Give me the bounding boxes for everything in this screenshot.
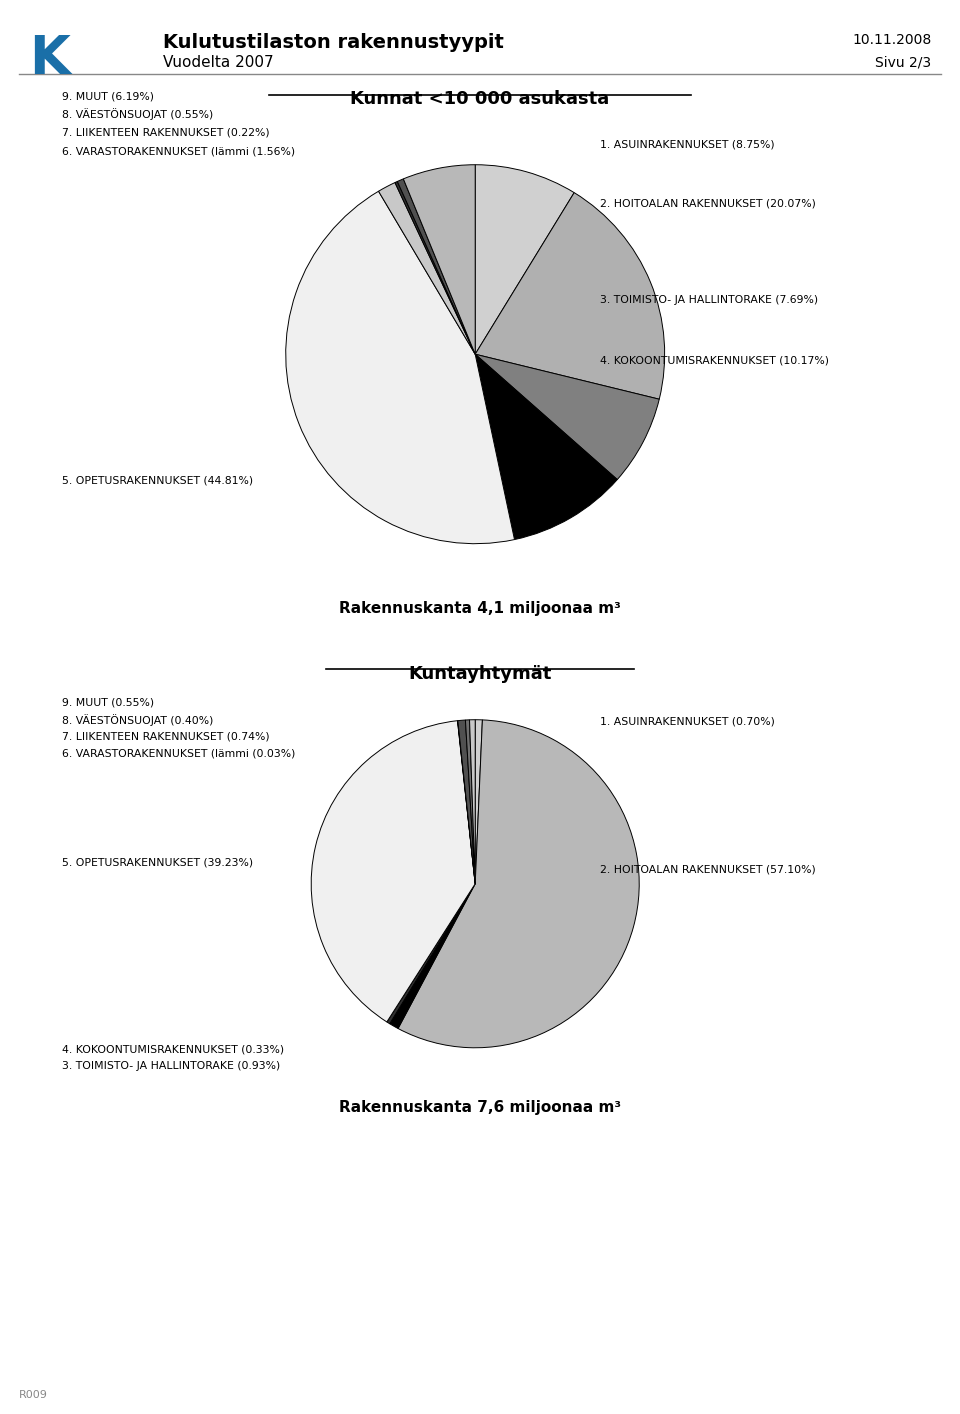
Text: K: K — [29, 33, 70, 85]
Text: Kulutustilaston rakennustyypit: Kulutustilaston rakennustyypit — [163, 33, 504, 51]
Text: 8. VÄESTÖNSUOJAT (0.55%): 8. VÄESTÖNSUOJAT (0.55%) — [62, 109, 214, 120]
Text: 1. ASUINRAKENNUKSET (8.75%): 1. ASUINRAKENNUKSET (8.75%) — [600, 139, 775, 150]
Wedge shape — [458, 720, 475, 884]
Wedge shape — [475, 354, 617, 540]
Wedge shape — [469, 720, 475, 884]
Wedge shape — [458, 721, 475, 884]
Text: Kunnat <10 000 asukasta: Kunnat <10 000 asukasta — [350, 90, 610, 109]
Text: 4. KOKOONTUMISRAKENNUKSET (0.33%): 4. KOKOONTUMISRAKENNUKSET (0.33%) — [62, 1044, 284, 1055]
Text: 1. ASUINRAKENNUKSET (0.70%): 1. ASUINRAKENNUKSET (0.70%) — [600, 715, 775, 727]
Wedge shape — [403, 164, 475, 354]
Wedge shape — [390, 884, 475, 1028]
Text: R009: R009 — [19, 1390, 48, 1400]
Text: Kuntayhtymät: Kuntayhtymät — [408, 665, 552, 683]
Text: 3. TOIMISTO- JA HALLINTORAKE (7.69%): 3. TOIMISTO- JA HALLINTORAKE (7.69%) — [600, 294, 818, 305]
Wedge shape — [475, 164, 574, 354]
Text: Vuodelta 2007: Vuodelta 2007 — [163, 55, 274, 71]
Text: 10.11.2008: 10.11.2008 — [852, 33, 931, 47]
Wedge shape — [397, 180, 475, 354]
Wedge shape — [311, 721, 475, 1022]
Wedge shape — [378, 182, 475, 354]
Text: 9. MUUT (6.19%): 9. MUUT (6.19%) — [62, 90, 155, 102]
Wedge shape — [395, 181, 475, 354]
Text: 6. VARASTORAKENNUKSET (lämmi (0.03%): 6. VARASTORAKENNUKSET (lämmi (0.03%) — [62, 748, 296, 759]
Wedge shape — [466, 720, 475, 884]
Wedge shape — [475, 354, 660, 479]
Wedge shape — [398, 720, 639, 1048]
Text: Rakennuskanta 4,1 miljoonaa m³: Rakennuskanta 4,1 miljoonaa m³ — [339, 601, 621, 617]
Wedge shape — [387, 884, 475, 1024]
Text: 5. OPETUSRAKENNUKSET (39.23%): 5. OPETUSRAKENNUKSET (39.23%) — [62, 857, 253, 868]
Text: 7. LIIKENTEEN RAKENNUKSET (0.74%): 7. LIIKENTEEN RAKENNUKSET (0.74%) — [62, 731, 270, 742]
Text: 7. LIIKENTEEN RAKENNUKSET (0.22%): 7. LIIKENTEEN RAKENNUKSET (0.22%) — [62, 127, 270, 139]
Text: 4. KOKOONTUMISRAKENNUKSET (10.17%): 4. KOKOONTUMISRAKENNUKSET (10.17%) — [600, 355, 829, 366]
Text: Rakennuskanta 7,6 miljoonaa m³: Rakennuskanta 7,6 miljoonaa m³ — [339, 1100, 621, 1116]
Text: 5. OPETUSRAKENNUKSET (44.81%): 5. OPETUSRAKENNUKSET (44.81%) — [62, 475, 253, 486]
Wedge shape — [286, 191, 515, 543]
Text: 2. HOITOALAN RAKENNUKSET (20.07%): 2. HOITOALAN RAKENNUKSET (20.07%) — [600, 198, 816, 209]
Text: 3. TOIMISTO- JA HALLINTORAKE (0.93%): 3. TOIMISTO- JA HALLINTORAKE (0.93%) — [62, 1060, 280, 1072]
Text: 9. MUUT (0.55%): 9. MUUT (0.55%) — [62, 697, 155, 708]
Wedge shape — [475, 720, 483, 884]
Wedge shape — [475, 192, 664, 399]
Text: 2. HOITOALAN RAKENNUKSET (57.10%): 2. HOITOALAN RAKENNUKSET (57.10%) — [600, 864, 816, 875]
Text: Sivu 2/3: Sivu 2/3 — [876, 55, 931, 69]
Text: 8. VÄESTÖNSUOJAT (0.40%): 8. VÄESTÖNSUOJAT (0.40%) — [62, 714, 214, 725]
Text: 6. VARASTORAKENNUKSET (lämmi (1.56%): 6. VARASTORAKENNUKSET (lämmi (1.56%) — [62, 146, 296, 157]
